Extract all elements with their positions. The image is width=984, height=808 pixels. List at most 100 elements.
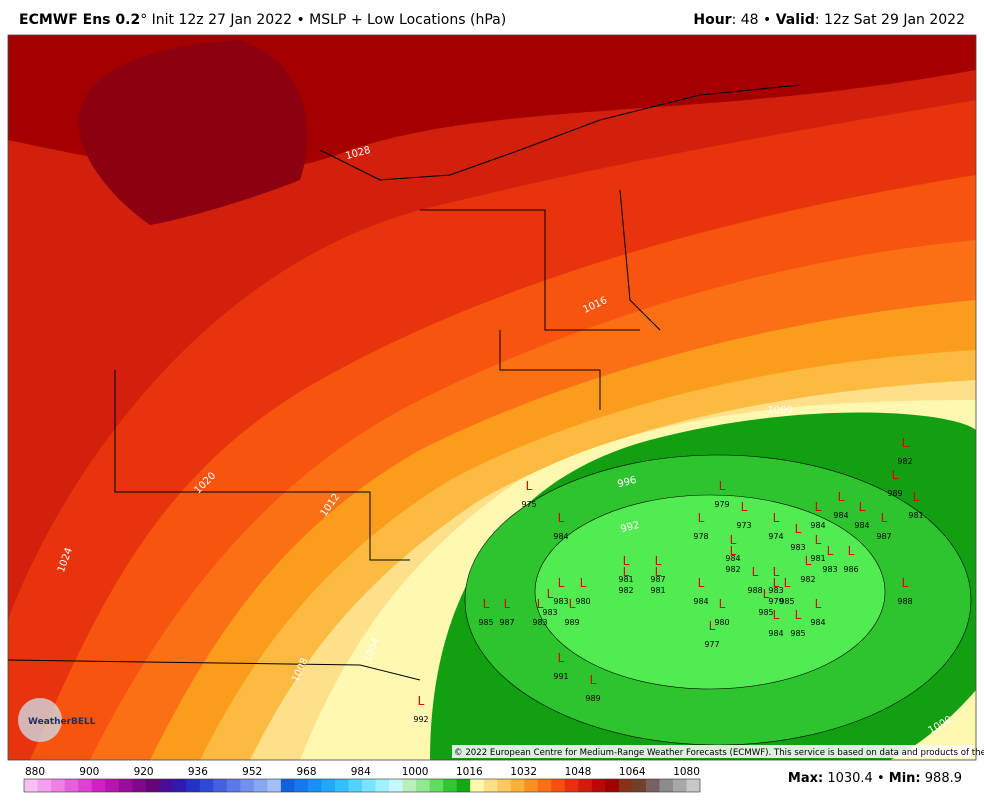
colorbar-cell (524, 779, 539, 792)
colorbar-cell (416, 779, 430, 792)
colorbar-label: 984 (351, 766, 371, 778)
low-symbol: L (709, 619, 716, 633)
pressure-bands (8, 35, 976, 760)
colorbar-cell (294, 779, 309, 792)
low-value: 985 (790, 629, 805, 638)
low-symbol: L (623, 554, 630, 568)
stats: Max: 1030.4 • Min: 988.9 (788, 771, 962, 786)
colorbar-label: 936 (188, 766, 208, 778)
colorbar-cell (483, 779, 498, 792)
colorbar-cell (159, 779, 174, 792)
low-value: 985 (478, 618, 493, 627)
low-value: 982 (897, 457, 912, 466)
model: ECMWF Ens 0.2 (19, 12, 141, 28)
low-value: 978 (693, 532, 708, 541)
colorbar-cell (199, 779, 214, 792)
low-value: 984 (810, 618, 825, 627)
low-symbol: L (655, 554, 662, 568)
low-symbol: L (558, 576, 565, 590)
low-symbol: L (773, 576, 780, 590)
map-frame (7, 34, 977, 761)
low-value: 973 (736, 521, 751, 530)
low-symbol: L (795, 522, 802, 536)
colorbar-cell (672, 779, 687, 792)
colorbar-cell (132, 779, 146, 792)
colorbar-cell (334, 779, 349, 792)
low-value: 989 (887, 489, 902, 498)
valid-label: Valid (775, 12, 815, 28)
low-symbol: L (784, 576, 791, 590)
colorbar-cell (307, 779, 322, 792)
low-symbol: L (698, 511, 705, 525)
low-symbol: L (698, 576, 705, 590)
low-symbol: L (719, 479, 726, 493)
copyright: © 2022 European Centre for Medium-Range … (454, 748, 984, 758)
colorbar-frame (23, 778, 701, 793)
low-value: 975 (521, 500, 536, 509)
low-value: 981 (908, 511, 923, 520)
min: 988.9 (924, 771, 962, 786)
contour-label: 1000 (767, 405, 792, 416)
colorbar-cell (591, 779, 606, 792)
low-symbol: L (881, 511, 888, 525)
colorbar-cell (186, 779, 201, 792)
colorbar-cell (91, 779, 106, 792)
logo: WeatherBELL (18, 698, 96, 742)
low-value: 987 (876, 532, 891, 541)
colorbar-cell (321, 779, 336, 792)
low-value: 984 (833, 511, 848, 520)
colorbar-label: 968 (296, 766, 316, 778)
colorbar-cell (578, 779, 593, 792)
colorbar-cell (605, 779, 620, 792)
colorbar-label: 1080 (673, 766, 700, 778)
low-symbol: L (805, 554, 812, 568)
colorbar-label: 952 (242, 766, 262, 778)
low-symbol: L (827, 544, 834, 558)
low-value: 987 (499, 618, 514, 627)
logo-text: WeatherBELL (28, 717, 96, 727)
valid: : 12z Sat 29 Jan 2022 (814, 12, 965, 28)
low-value: 988 (747, 586, 762, 595)
colorbar-cell (389, 779, 403, 792)
colorbar-cell (253, 779, 268, 792)
low-symbol: L (730, 544, 737, 558)
low-symbol: L (752, 565, 759, 579)
low-value: 989 (585, 694, 600, 703)
low-symbol: L (569, 597, 576, 611)
low-value: 985 (758, 608, 773, 617)
colorbar-cell (564, 779, 579, 792)
low-symbol: L (558, 651, 565, 665)
band (78, 40, 308, 225)
low-value: 983 (532, 618, 547, 627)
colorbar-cell (497, 779, 512, 792)
colorbar-cell (402, 779, 417, 792)
low-symbol: L (838, 490, 845, 504)
low-symbol: L (730, 533, 737, 547)
low-value: 989 (564, 618, 579, 627)
low-value: 984 (725, 554, 740, 563)
low-value: 984 (768, 629, 783, 638)
colorbar-label: 1016 (456, 766, 483, 778)
colorbar-label: 1032 (510, 766, 537, 778)
max: 1030.4 (827, 771, 873, 786)
low-symbol: L (580, 576, 587, 590)
low-symbol: L (815, 597, 822, 611)
colorbar-cell (172, 779, 187, 792)
contour-label: 996 (616, 475, 637, 491)
copyright-bg (452, 745, 974, 758)
colorbar-cell (645, 779, 660, 792)
low-value: 981 (650, 586, 665, 595)
colorbar-cell (632, 779, 647, 792)
low-value: 982 (618, 586, 633, 595)
colorbar-cell (118, 779, 133, 792)
colorbar-cell (145, 779, 160, 792)
colorbar-cell (267, 779, 282, 792)
colorbar-label: 920 (134, 766, 154, 778)
low-value: 980 (575, 597, 590, 606)
low-symbol: L (892, 468, 899, 482)
low-symbol: L (623, 565, 630, 579)
colorbar-cell (510, 779, 525, 792)
low-value: 988 (897, 597, 912, 606)
low-value: 984 (693, 597, 708, 606)
